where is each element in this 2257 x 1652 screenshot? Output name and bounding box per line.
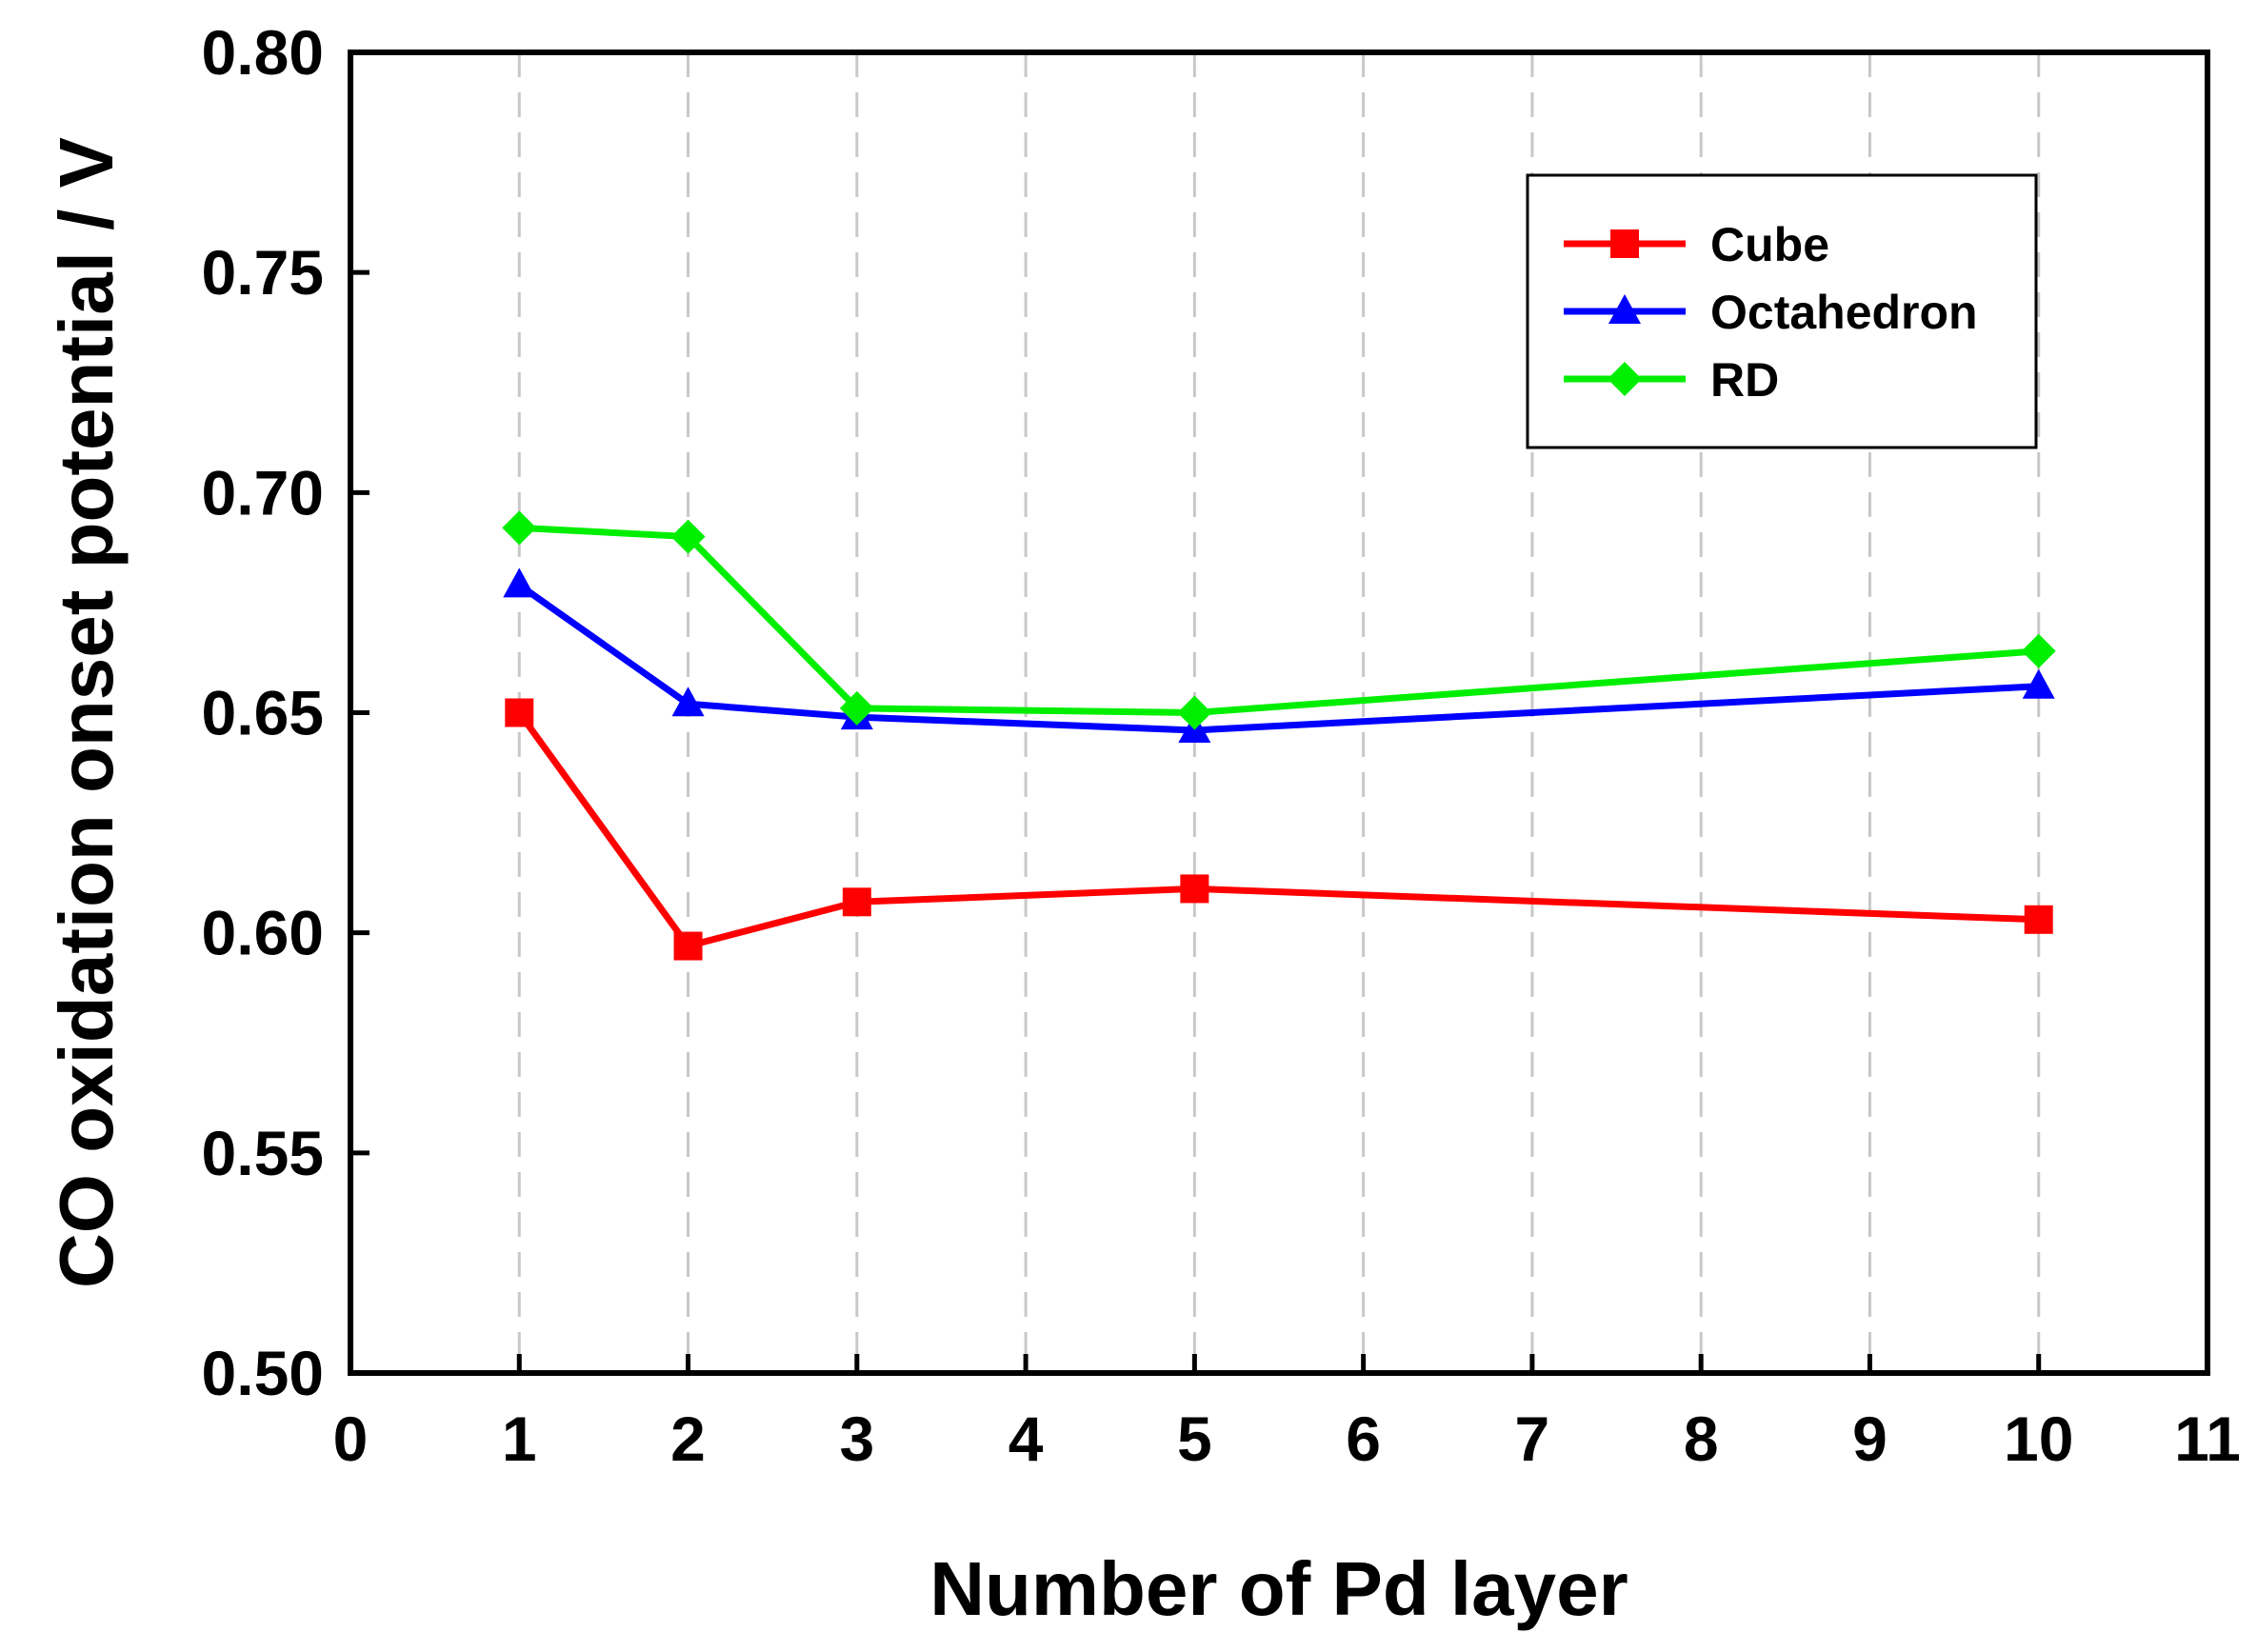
data-point-rd-x1 [502, 510, 537, 546]
data-point-octahedron-x1 [503, 567, 536, 598]
data-point-rd-x5 [1177, 695, 1212, 730]
x-tick-label: 9 [1852, 1403, 1887, 1474]
data-point-rd-x2 [670, 519, 706, 554]
series-octahedron [503, 567, 2055, 743]
y-tick-label: 0.75 [202, 237, 324, 308]
legend-label-octahedron: Octahedron [1710, 286, 1978, 339]
axis-ticks [348, 50, 2210, 1376]
data-point-cube-x3 [842, 887, 871, 917]
x-tick-label: 1 [502, 1403, 537, 1474]
legend-marker-octahedron [1608, 294, 1641, 324]
data-point-cube-x10 [2024, 905, 2053, 934]
legend-marker-rd [1608, 362, 1642, 396]
y-tick-label: 0.70 [202, 457, 324, 527]
x-tick-label: 8 [1684, 1403, 1719, 1474]
data-point-cube-x1 [505, 698, 534, 727]
y-axis-title: CO oxidation onset potential / V [44, 137, 129, 1288]
data-point-rd-x3 [839, 690, 874, 726]
data-point-octahedron-x2 [671, 687, 705, 717]
data-point-octahedron-x10 [2022, 668, 2055, 699]
data-point-cube-x2 [673, 931, 703, 961]
legend: Cube Octahedron RD [1526, 173, 2038, 449]
y-tick-label: 0.50 [202, 1338, 324, 1408]
data-point-rd-x10 [2021, 633, 2056, 668]
x-tick-label: 7 [1515, 1403, 1550, 1474]
series-rd [502, 510, 2056, 730]
x-tick-label: 4 [1009, 1403, 1044, 1474]
series-cube [505, 698, 2053, 961]
x-tick-label: 5 [1177, 1403, 1212, 1474]
x-tick-label: 10 [2004, 1403, 2073, 1474]
series-line-cube [516, 710, 2039, 950]
x-tick-label: 0 [333, 1403, 369, 1474]
series-line-rd [519, 524, 2039, 716]
y-tick-label: 0.60 [202, 898, 324, 968]
x-tick-label: 6 [1346, 1403, 1381, 1474]
legend-label-cube: Cube [1710, 218, 1829, 271]
legend-marker-cube [1610, 229, 1639, 258]
x-tick-label: 2 [670, 1403, 706, 1474]
x-axis-title: Number of Pd layer [929, 1546, 1628, 1631]
y-tick-label: 0.80 [202, 17, 324, 88]
legend-label-rd: RD [1710, 353, 1779, 407]
x-tick-label: 3 [839, 1403, 874, 1474]
x-tick-label: 11 [2174, 1403, 2241, 1474]
y-tick-label: 0.65 [202, 678, 324, 748]
series-layer [502, 510, 2056, 961]
tick-labels: 0 1 2 3 4 5 6 7 8 9 10 11 0.50 0.55 0.60 0.65 0.70 0.75 0.… [202, 17, 2241, 1474]
y-tick-label: 0.55 [202, 1118, 324, 1188]
data-point-cube-x5 [1180, 874, 1209, 904]
